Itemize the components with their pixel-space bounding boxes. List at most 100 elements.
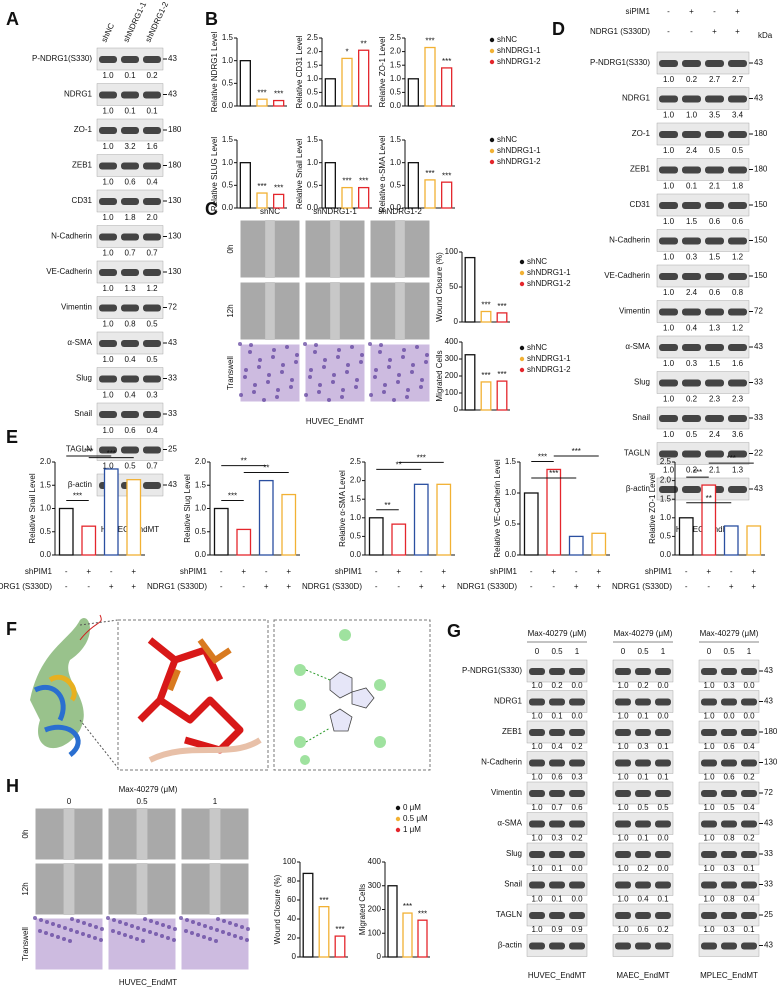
y-tick-label: 0.0 [307, 203, 319, 212]
cell-stain [314, 343, 318, 347]
blot-band [143, 127, 161, 134]
kda-label: 33 [754, 378, 763, 387]
bar [546, 468, 562, 556]
blot-band [143, 375, 161, 383]
quantification: 0.3 [686, 359, 698, 368]
blot-band [549, 912, 565, 919]
cell-stain [100, 927, 104, 931]
y-tick-label: 2.0 [307, 47, 319, 56]
quantification: 0.0 [657, 864, 669, 873]
cell-stain [39, 918, 43, 922]
condition-label: NDRG1 (S330D) [612, 582, 672, 591]
blot-label: β-actin [68, 480, 92, 489]
bar [318, 906, 330, 958]
cell-stain [142, 928, 146, 932]
bar [281, 493, 297, 556]
cell-stain [410, 370, 414, 374]
blot-band [635, 881, 651, 889]
bar [236, 528, 252, 556]
y-axis-label: Relative Slug Level [183, 474, 192, 543]
cell-stain [318, 383, 322, 387]
blot-band [655, 942, 671, 950]
blot-label: TAGLN [66, 445, 92, 454]
blot-band [721, 912, 737, 919]
blot-band [529, 942, 545, 950]
condition-sign: - [530, 582, 533, 591]
kda-label: 130 [168, 232, 182, 241]
cell-stain [243, 375, 247, 379]
blot-band [655, 668, 671, 675]
blot-band [741, 759, 757, 767]
kda-label: 180 [754, 129, 768, 138]
cell-stain [141, 939, 145, 943]
quantification: 0.2 [571, 742, 583, 751]
kda-label: 22 [754, 449, 763, 458]
legend-marker [519, 281, 525, 287]
quantification: 2.3 [709, 395, 721, 404]
blot-label: Vimentin [61, 303, 92, 312]
blot-band [121, 446, 139, 454]
blot-label: Snail [74, 409, 92, 418]
blot-band [99, 304, 117, 312]
cell-stain [249, 343, 253, 347]
cell-stain [233, 934, 237, 938]
quantification: 0.0 [723, 712, 735, 721]
cell-stain [124, 922, 128, 926]
legend-label: shNC [497, 135, 517, 144]
legend-label: shNC [527, 257, 547, 266]
bar [746, 525, 762, 556]
condition-sign: + [596, 567, 601, 576]
y-tick-label: 0.5 [307, 180, 319, 189]
quantification: 1.0 [531, 895, 543, 904]
cell-stain [257, 365, 261, 369]
blot-band [615, 668, 631, 675]
quantification: 1.0 [617, 925, 629, 934]
blot-label: P-NDRG1(S330) [32, 54, 92, 63]
cell-stain [239, 936, 243, 940]
quantification: 0.4 [743, 895, 755, 904]
quantification: 0.9 [571, 925, 583, 934]
quantification: 0.4 [124, 355, 136, 364]
y-tick-label: 1.0 [195, 504, 207, 513]
quantification: 1.0 [531, 742, 543, 751]
quantification: 1.0 [617, 712, 629, 721]
y-tick-label: 0.0 [307, 101, 319, 110]
quantification: 0.0 [657, 712, 669, 721]
quantification: 1.0 [703, 712, 715, 721]
cell-label: MPLEC_EndMT [700, 971, 758, 980]
condition-sign: + [109, 582, 114, 591]
y-axis-label: Relative α-SMA Level [338, 470, 347, 547]
blot-label: NDRG1 [622, 94, 651, 103]
quantification: 0.6 [723, 773, 735, 782]
dose-label: 0 [535, 647, 540, 656]
quantification: 0.3 [723, 864, 735, 873]
blot-band [741, 912, 757, 919]
significance: ** [361, 39, 367, 48]
condition-sign: - [87, 582, 90, 591]
blot-label: Slug [634, 378, 650, 387]
kda-label: 180 [168, 161, 182, 170]
blot-band [705, 308, 724, 316]
cell-stain [355, 378, 359, 382]
kda-label: 43 [754, 342, 763, 351]
blot-band [721, 851, 737, 858]
blot-band [549, 881, 565, 889]
significance: *** [425, 169, 434, 178]
blot-band [721, 881, 737, 889]
blot-band [121, 269, 139, 276]
blot-band [655, 729, 671, 736]
legend-marker [489, 59, 495, 65]
cell-stain [51, 922, 55, 926]
cell-stain [294, 360, 298, 364]
quantification: 0.2 [686, 75, 698, 84]
quantification: 1.2 [146, 284, 158, 293]
quantification: 0.3 [686, 253, 698, 262]
blot-band [659, 95, 678, 103]
cell-stain [266, 380, 270, 384]
significance: *** [481, 301, 490, 310]
quantification: 0.8 [732, 288, 744, 297]
blot-band [682, 415, 701, 422]
significance: * [345, 48, 348, 57]
blot-band [635, 698, 651, 706]
cell-stain [280, 370, 284, 374]
